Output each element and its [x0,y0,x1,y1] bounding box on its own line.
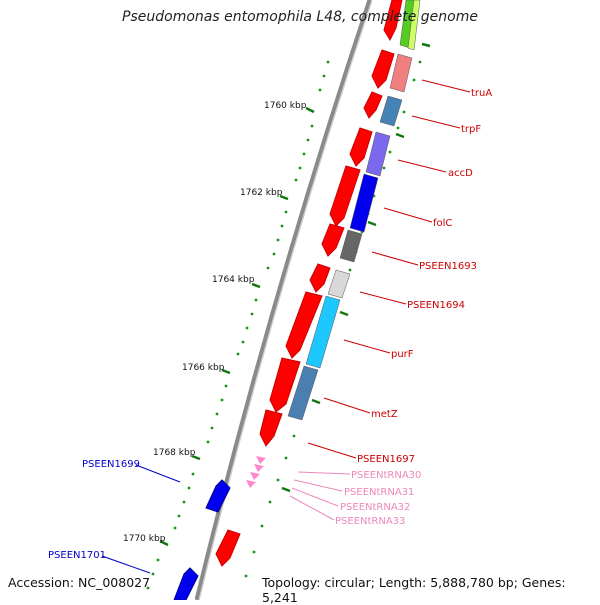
inner-ruler-major-ticks [281,42,431,493]
category-bar [349,173,379,233]
trna-arrow[interactable] [256,456,266,464]
gene-arrow[interactable] [383,0,403,42]
scale-label: 1762 kbp [240,188,283,198]
leader-line [383,207,433,223]
outer-ruler [146,60,330,590]
gene-label-pseentrna33[interactable]: PSEENtRNA33 [335,516,405,527]
leader-line [307,442,357,459]
gene-arrow[interactable] [363,91,383,119]
scale-labels: 1760 kbp 1762 kbp 1764 kbp 1766 kbp 1768… [123,101,307,544]
leader-line [291,487,339,507]
label-leader-lines [101,79,471,574]
gene-label-accd[interactable]: accD [448,168,473,179]
gene-label-pseentrna32[interactable]: PSEENtRNA32 [340,502,410,513]
leader-line [289,495,335,521]
trna-arrow[interactable] [254,464,264,472]
gene-arrow[interactable] [259,409,283,447]
genome-backbone-highlight [198,0,373,601]
category-bar [407,0,421,51]
reverse-strand-genes [173,479,231,601]
gene-arrow[interactable] [309,263,331,293]
category-bar [389,53,413,93]
gene-label-pseen1699[interactable]: PSEEN1699 [82,459,140,470]
gene-label-pseen1694[interactable]: PSEEN1694 [407,300,465,311]
leader-line [101,555,151,574]
category-bar [305,295,341,369]
category-bar [365,131,391,177]
category-bars [287,0,421,421]
gene-arrow[interactable] [329,165,361,227]
genome-backbone [194,0,373,601]
gene-label-folc[interactable]: folC [433,218,452,229]
gene-label-trua[interactable]: truA [471,88,492,99]
leader-line [293,479,343,492]
gene-arrow[interactable] [349,127,373,167]
gene-label-pseen1697[interactable]: PSEEN1697 [357,454,415,465]
gene-labels: truA trpF accD folC PSEEN1693 PSEEN1694 … [48,88,492,561]
gene-label-pseen1701[interactable]: PSEEN1701 [48,550,106,561]
scale-label: 1760 kbp [264,101,307,111]
scale-label: 1766 kbp [182,363,225,373]
gene-label-pseentrna30[interactable]: PSEENtRNA30 [351,470,421,481]
scale-label: 1768 kbp [153,448,196,458]
gene-label-purf[interactable]: purF [391,349,414,360]
gene-arrow[interactable] [215,529,241,567]
trna-arrow[interactable] [246,480,256,488]
leader-line [359,291,407,305]
gene-arrow[interactable] [321,223,345,257]
accession-label: Accession: NC_008027 [8,575,151,590]
gene-arrow[interactable] [285,291,323,359]
forward-strand-genes [215,0,403,567]
category-bar [339,229,363,263]
category-bar [327,269,351,299]
topology-label: Topology: circular; Length: 5,888,780 bp… [262,575,566,605]
leader-line [411,115,461,129]
outer-ruler-major-ticks [159,106,315,547]
trna-arrows [246,456,266,488]
gene-label-metz[interactable]: metZ [371,409,398,420]
category-bar [379,95,403,127]
leader-line [371,251,419,266]
gene-arrow[interactable] [173,567,199,601]
gene-label-pseentrna31[interactable]: PSEENtRNA31 [344,487,414,498]
leader-line [323,397,371,414]
scale-label: 1770 kbp [123,534,166,544]
leader-line [421,79,471,93]
map-title: Pseudomonas entomophila L48, complete ge… [122,9,478,25]
gene-arrow[interactable] [205,479,231,513]
trna-arrow[interactable] [250,472,260,480]
leader-line [135,464,181,483]
scale-label: 1764 kbp [212,275,255,285]
leader-line [343,339,391,354]
gene-arrow[interactable] [269,357,301,413]
gene-label-trpf[interactable]: trpF [461,124,481,135]
category-bar [287,365,319,421]
leader-line [397,159,447,173]
gene-label-pseen1693[interactable]: PSEEN1693 [419,261,477,272]
gene-arrow[interactable] [371,49,395,89]
leader-line [297,471,351,475]
